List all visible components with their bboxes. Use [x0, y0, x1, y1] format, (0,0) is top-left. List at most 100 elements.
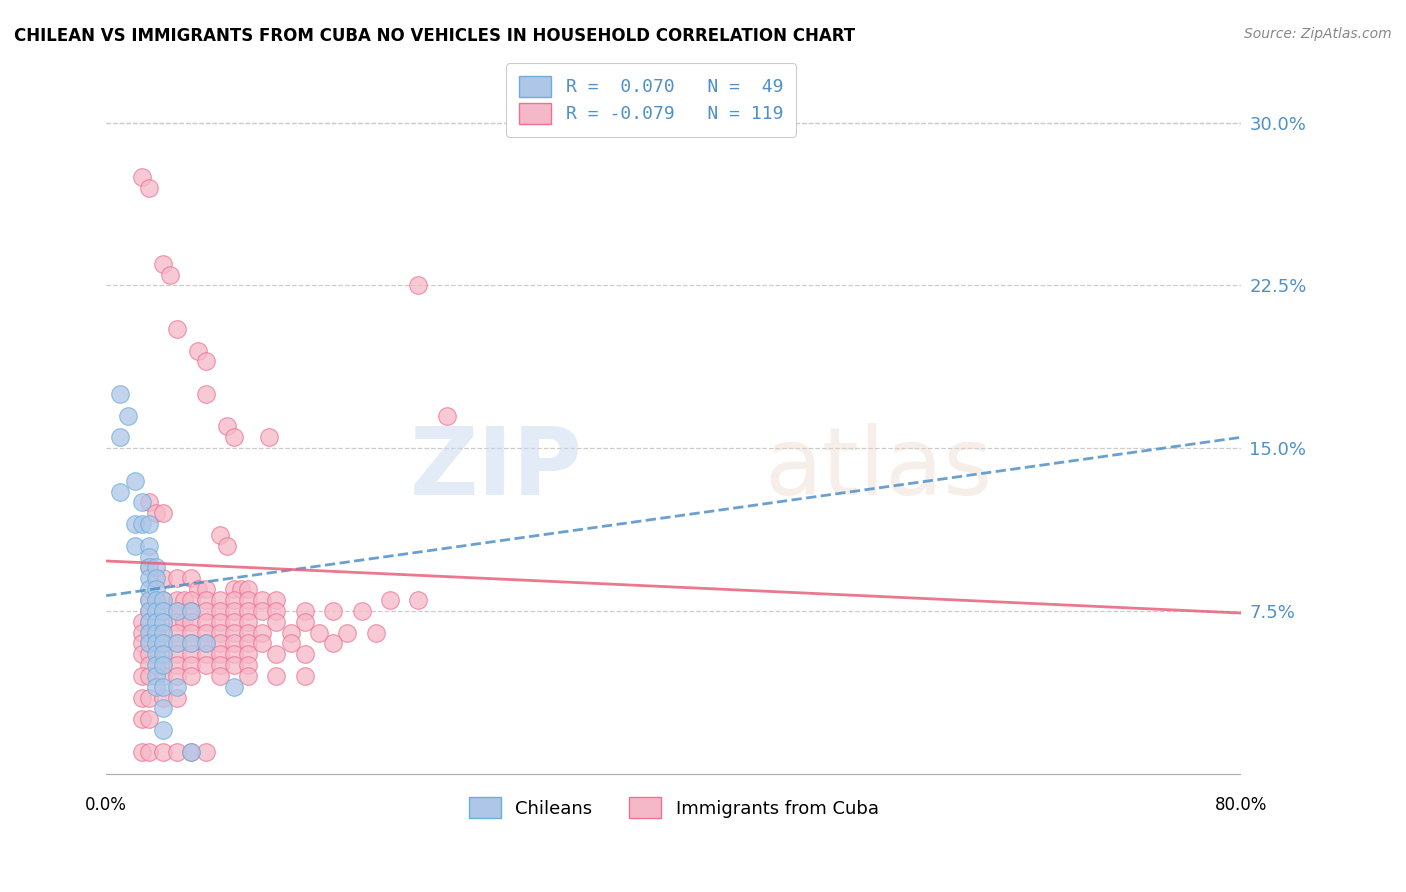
Point — [152, 658, 174, 673]
Point — [194, 636, 217, 650]
Point — [145, 593, 167, 607]
Point — [131, 647, 153, 661]
Point — [378, 593, 401, 607]
Point — [280, 625, 302, 640]
Point — [145, 506, 167, 520]
Point — [138, 593, 160, 607]
Point — [138, 615, 160, 629]
Point — [259, 430, 281, 444]
Point — [138, 593, 160, 607]
Point — [222, 680, 245, 694]
Point — [166, 615, 188, 629]
Point — [236, 604, 259, 618]
Point — [124, 474, 146, 488]
Point — [180, 571, 202, 585]
Point — [173, 615, 195, 629]
Point — [266, 604, 288, 618]
Point — [194, 745, 217, 759]
Point — [222, 658, 245, 673]
Point — [145, 560, 167, 574]
Point — [145, 593, 167, 607]
Point — [131, 495, 153, 509]
Point — [145, 625, 167, 640]
Point — [124, 517, 146, 532]
Point — [152, 625, 174, 640]
Point — [131, 745, 153, 759]
Point — [152, 604, 174, 618]
Text: Source: ZipAtlas.com: Source: ZipAtlas.com — [1244, 27, 1392, 41]
Point — [152, 723, 174, 738]
Point — [222, 636, 245, 650]
Point — [138, 636, 160, 650]
Point — [145, 625, 167, 640]
Point — [187, 343, 209, 358]
Point — [280, 636, 302, 650]
Point — [252, 625, 274, 640]
Point — [152, 690, 174, 705]
Point — [208, 604, 231, 618]
Point — [138, 181, 160, 195]
Point — [266, 647, 288, 661]
Point — [194, 604, 217, 618]
Point — [322, 604, 344, 618]
Point — [110, 484, 132, 499]
Point — [222, 625, 245, 640]
Point — [194, 582, 217, 597]
Point — [294, 647, 316, 661]
Point — [180, 745, 202, 759]
Point — [145, 571, 167, 585]
Point — [194, 354, 217, 368]
Point — [322, 636, 344, 650]
Point — [145, 647, 167, 661]
Point — [222, 582, 245, 597]
Point — [173, 593, 195, 607]
Point — [138, 658, 160, 673]
Point — [266, 593, 288, 607]
Point — [180, 745, 202, 759]
Point — [208, 636, 231, 650]
Point — [208, 658, 231, 673]
Point — [364, 625, 387, 640]
Point — [110, 387, 132, 401]
Point — [194, 593, 217, 607]
Point — [215, 539, 238, 553]
Point — [166, 636, 188, 650]
Point — [194, 647, 217, 661]
Point — [194, 658, 217, 673]
Point — [236, 647, 259, 661]
Point — [166, 669, 188, 683]
Point — [208, 593, 231, 607]
Point — [166, 658, 188, 673]
Point — [152, 593, 174, 607]
Point — [194, 636, 217, 650]
Point — [180, 636, 202, 650]
Point — [131, 625, 153, 640]
Point — [194, 625, 217, 640]
Point — [152, 257, 174, 271]
Point — [152, 636, 174, 650]
Point — [152, 680, 174, 694]
Point — [180, 658, 202, 673]
Point — [152, 745, 174, 759]
Point — [180, 615, 202, 629]
Point — [350, 604, 373, 618]
Point — [166, 745, 188, 759]
Point — [406, 278, 429, 293]
Point — [166, 593, 188, 607]
Point — [236, 625, 259, 640]
Point — [236, 636, 259, 650]
Point — [131, 636, 153, 650]
Point — [131, 712, 153, 726]
Point — [180, 636, 202, 650]
Point — [131, 690, 153, 705]
Point — [152, 658, 174, 673]
Point — [166, 680, 188, 694]
Point — [138, 560, 160, 574]
Point — [145, 658, 167, 673]
Point — [252, 604, 274, 618]
Point — [138, 712, 160, 726]
Point — [166, 571, 188, 585]
Point — [152, 647, 174, 661]
Point — [138, 690, 160, 705]
Point — [266, 615, 288, 629]
